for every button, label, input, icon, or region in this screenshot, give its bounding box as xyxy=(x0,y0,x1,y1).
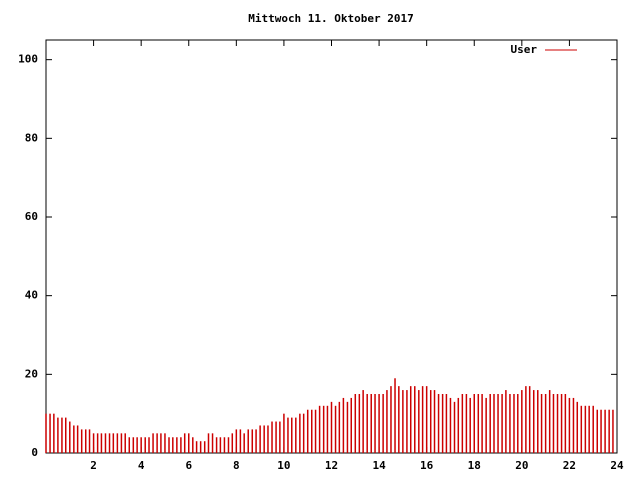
x-tick-label: 8 xyxy=(233,459,240,472)
x-tick-label: 22 xyxy=(563,459,576,472)
y-tick-label: 0 xyxy=(31,446,38,459)
x-tick-label: 10 xyxy=(277,459,290,472)
chart-title: Mittwoch 11. Oktober 2017 xyxy=(248,12,414,25)
plot-frame xyxy=(45,39,618,454)
x-tick-label: 4 xyxy=(138,459,145,472)
x-tick-label: 12 xyxy=(325,459,338,472)
x-tick-label: 2 xyxy=(90,459,97,472)
y-tick-label: 40 xyxy=(25,289,38,302)
x-tick-label: 16 xyxy=(420,459,434,472)
y-tick-label: 100 xyxy=(18,53,38,66)
y-tick-label: 80 xyxy=(25,131,38,144)
x-tick-label: 24 xyxy=(610,459,624,472)
y-tick-label: 60 xyxy=(25,210,38,223)
x-tick-label: 14 xyxy=(372,459,386,472)
x-tick-label: 20 xyxy=(515,459,528,472)
x-tick-label: 6 xyxy=(185,459,192,472)
y-tick-label: 20 xyxy=(25,367,38,380)
x-tick-label: 18 xyxy=(468,459,481,472)
legend-label: User xyxy=(511,43,538,56)
